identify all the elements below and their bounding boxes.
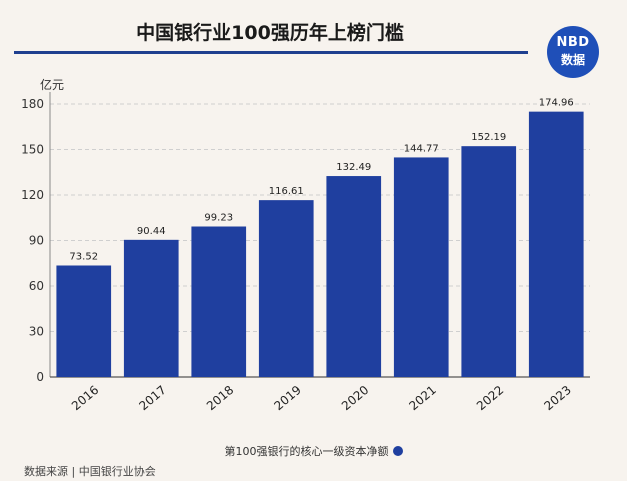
y-tick-label: 60 bbox=[29, 279, 44, 293]
y-tick-label: 90 bbox=[29, 234, 44, 248]
y-tick-label: 30 bbox=[29, 325, 44, 339]
nbd-logo: NBD 数据 bbox=[547, 26, 599, 78]
bar bbox=[258, 200, 314, 377]
x-tick-label: 2020 bbox=[339, 383, 371, 413]
bar bbox=[123, 239, 179, 377]
x-tick-label: 2019 bbox=[271, 383, 303, 413]
data-source: 数据来源 | 中国银行业协会 bbox=[24, 465, 156, 478]
bar-value-label: 90.44 bbox=[137, 226, 166, 237]
bar-value-label: 174.96 bbox=[539, 98, 574, 109]
bar bbox=[56, 265, 112, 377]
bar bbox=[393, 157, 449, 377]
title-underline bbox=[14, 51, 528, 54]
x-tick-label: 2021 bbox=[406, 383, 438, 413]
bar bbox=[528, 111, 584, 378]
bar-value-label: 73.52 bbox=[69, 251, 98, 262]
y-tick-label: 150 bbox=[21, 143, 44, 157]
x-tick-label: 2023 bbox=[541, 383, 573, 413]
legend-label: 第100强银行的核心一级资本净额 bbox=[224, 445, 389, 458]
y-axis-unit: 亿元 bbox=[40, 78, 65, 92]
legend-swatch bbox=[392, 446, 403, 456]
bar bbox=[326, 176, 382, 377]
bar bbox=[191, 226, 247, 377]
bar-value-label: 132.49 bbox=[336, 162, 371, 173]
x-tick-label: 2022 bbox=[474, 383, 506, 413]
y-tick-label: 180 bbox=[21, 97, 44, 111]
bar-value-label: 152.19 bbox=[471, 132, 506, 143]
x-tick-label: 2018 bbox=[204, 383, 236, 413]
legend: 第100强银行的核心一级资本净额 bbox=[0, 443, 627, 459]
bar-value-label: 116.61 bbox=[269, 186, 304, 197]
bar-value-label: 99.23 bbox=[204, 213, 233, 224]
bar-value-label: 144.77 bbox=[404, 143, 439, 154]
x-tick-label: 2016 bbox=[69, 383, 101, 413]
logo-text-nbd: NBD bbox=[556, 35, 590, 50]
y-tick-label: 0 bbox=[36, 370, 44, 384]
chart-title: 中国银行业100强历年上榜门槛 bbox=[136, 22, 404, 44]
bar bbox=[461, 146, 517, 377]
y-tick-label: 120 bbox=[21, 188, 44, 202]
logo-text-data: 数据 bbox=[560, 53, 585, 67]
x-tick-label: 2017 bbox=[136, 383, 168, 413]
